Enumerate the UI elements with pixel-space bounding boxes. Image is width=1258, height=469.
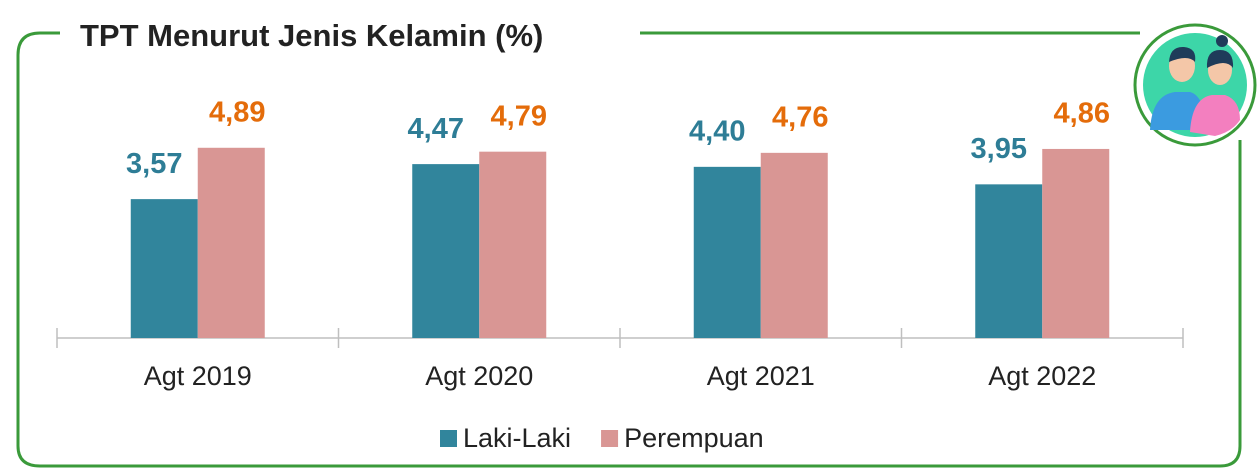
bar	[479, 151, 547, 338]
bar	[412, 164, 480, 338]
data-label: 4,76	[772, 101, 828, 133]
x-tick-label: Agt 2021	[707, 361, 815, 391]
data-label: 3,95	[971, 133, 1027, 165]
x-tick-label: Agt 2022	[988, 361, 1096, 391]
frame	[16, 31, 1242, 468]
legend-label: Perempuan	[624, 423, 764, 453]
data-label: 4,79	[491, 100, 547, 132]
legend-swatch	[440, 430, 457, 447]
x-tick-label: Agt 2019	[144, 361, 252, 391]
bar	[975, 184, 1043, 338]
bar	[693, 166, 761, 338]
data-label: 3,57	[126, 148, 182, 180]
data-label: 4,40	[689, 115, 745, 147]
data-label: 4,86	[1054, 98, 1110, 130]
chart-title: TPT Menurut Jenis Kelamin (%)	[80, 18, 543, 53]
bar	[760, 152, 828, 338]
bar	[197, 147, 265, 338]
x-tick-label: Agt 2020	[425, 361, 533, 391]
legend-swatch	[601, 430, 619, 447]
bar	[1042, 148, 1110, 338]
data-label: 4,47	[408, 113, 464, 145]
bar	[130, 199, 198, 338]
data-label: 4,89	[209, 96, 265, 128]
people-icon	[1133, 23, 1257, 147]
legend-label: Laki-Laki	[463, 423, 571, 453]
